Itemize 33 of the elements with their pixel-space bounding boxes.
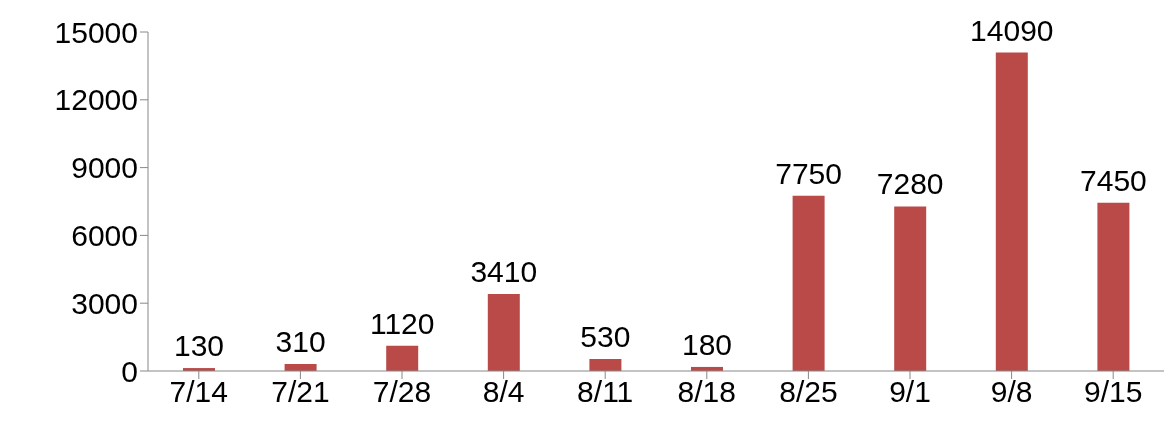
x-tick-label: 9/15 (1084, 375, 1143, 409)
x-tick-label: 9/8 (990, 375, 1033, 409)
y-tick-label: 12000 (54, 83, 138, 117)
data-label: 7450 (1080, 163, 1147, 197)
data-label: 530 (580, 320, 631, 354)
data-label: 14090 (970, 13, 1054, 47)
bar (589, 359, 622, 371)
x-tick-label: 7/21 (271, 375, 330, 409)
x-tick-label: 8/18 (677, 375, 736, 409)
y-tick-label: 0 (121, 354, 138, 388)
data-label: 7750 (775, 156, 842, 190)
data-label: 7280 (876, 167, 944, 201)
x-tick-label: 7/28 (372, 375, 432, 409)
data-label: 310 (275, 324, 326, 358)
bar (995, 52, 1028, 371)
y-tick-label: 3000 (71, 286, 138, 320)
x-tick-label: 7/14 (169, 375, 228, 409)
data-label: 1120 (369, 306, 435, 340)
bar (386, 345, 419, 371)
data-label: 180 (681, 327, 733, 361)
bar (792, 195, 825, 371)
y-tick-label: 9000 (71, 151, 138, 185)
data-label: 130 (173, 329, 225, 363)
bar (894, 206, 927, 371)
x-tick-label: 8/11 (577, 375, 634, 409)
bar (487, 293, 520, 371)
x-tick-label: 9/1 (889, 375, 931, 409)
bar (1097, 202, 1130, 371)
y-tick-label: 6000 (71, 219, 138, 253)
y-tick-label: 15000 (54, 15, 138, 49)
x-tick-label: 8/4 (482, 375, 525, 409)
data-label: 3410 (470, 254, 538, 288)
x-tick-label: 8/25 (779, 375, 838, 409)
